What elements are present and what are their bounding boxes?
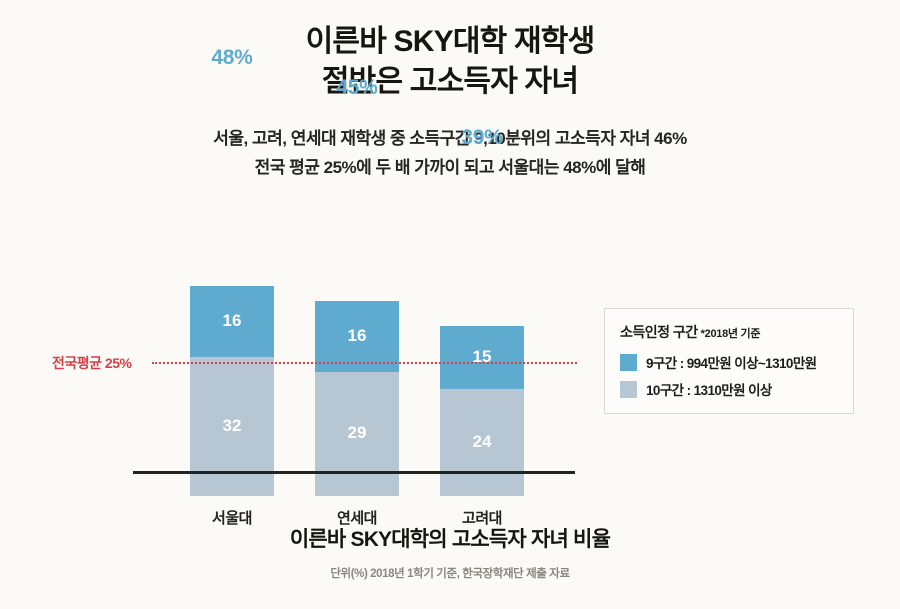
bar-segment-value: 16 [222, 310, 242, 330]
bar-segment-10gugan: 29 [315, 372, 399, 497]
bar-segment-10gugan: 32 [190, 357, 274, 497]
x-axis-category-label: 고려대 [462, 510, 502, 528]
bar-segment-9gugan: 16 [190, 286, 274, 358]
chart-caption: 이른바 SKY대학의 고소득자 자녀 비율 [289, 528, 611, 551]
x-axis-line [133, 471, 575, 474]
legend-swatch-icon-9gugan [620, 353, 637, 371]
legend-title-note: *2018년 기준 [700, 328, 761, 340]
x-axis-category-label: 서울대 [212, 510, 252, 528]
bar-group: 39% 15 24 고려대 [440, 126, 524, 527]
legend-label-9gugan: 9구간 : 994만원 이상~1310만원 [646, 356, 817, 371]
legend-item-10gugan: 10구간 : 1310만원 이상 [620, 379, 839, 399]
bar-total-label: 48% [211, 46, 253, 70]
bar-total-label: 39% [461, 126, 503, 150]
subtitle: 서울, 고려, 연세대 재학생 중 소득구간 9,10분위의 고소득자 자녀 4… [0, 124, 900, 182]
legend-title-text: 소득인정 구간 [620, 324, 698, 340]
legend-title: 소득인정 구간 *2018년 기준 [620, 322, 839, 342]
national-average-label: 전국평균 25% [52, 355, 132, 371]
page-title-line-1: 이른바 SKY대학 재학생 [305, 25, 596, 58]
national-average-reference-line [152, 362, 577, 364]
bar-segment-value: 16 [347, 325, 367, 345]
subtitle-line-1: 서울, 고려, 연세대 재학생 중 소득구간 9,10분위의 고소득자 자녀 4… [213, 128, 687, 148]
legend-swatch-icon-10gugan [620, 380, 637, 398]
bar-group: 48% 16 32 서울대 [190, 46, 274, 527]
footer: 이른바 SKY대학의 고소득자 자녀 비율 단위(%) 2018년 1학기 기준… [0, 523, 900, 581]
header: 이른바 SKY대학 재학생 절반은 고소득자 자녀 서울, 고려, 연세대 재학… [0, 0, 900, 182]
chart-plot-area: 48% 16 32 서울대 45% 16 29 연세대 39% 15 24 고려대 [133, 46, 575, 527]
legend: 소득인정 구간 *2018년 기준 9구간 : 994만원 이상~1310만원 1… [604, 308, 854, 414]
bar-segment-value: 24 [472, 431, 492, 451]
subtitle-line-2: 전국 평균 25%에 두 배 가까이 되고 서울대는 48%에 달해 [254, 158, 646, 178]
bar-segment-value: 15 [472, 346, 492, 366]
bar-segment-9gugan: 16 [315, 301, 399, 373]
bar-segment-value: 32 [222, 415, 242, 435]
x-axis-category-label: 연세대 [337, 510, 377, 528]
source-note: 단위(%) 2018년 1학기 기준, 한국장학재단 제출 자료 [330, 568, 570, 580]
bar-segment-10gugan: 24 [440, 389, 524, 497]
bar-total-label: 45% [336, 76, 378, 100]
page-title-line-2: 절반은 고소득자 자녀 [321, 64, 579, 98]
bar-segment-9gugan: 15 [440, 326, 524, 390]
bar-segment-value: 29 [347, 423, 367, 443]
bar-group: 45% 16 29 연세대 [315, 76, 399, 527]
legend-item-9gugan: 9구간 : 994만원 이상~1310만원 [620, 352, 839, 372]
legend-label-10gugan: 10구간 : 1310만원 이상 [646, 383, 772, 398]
